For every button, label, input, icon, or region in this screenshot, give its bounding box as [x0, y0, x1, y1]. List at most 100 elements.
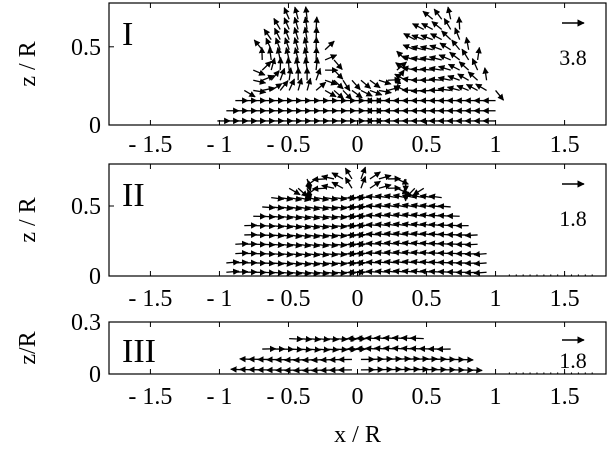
vector-arrow	[253, 78, 267, 85]
vector-arrow	[473, 260, 487, 267]
vector-arrow	[253, 88, 267, 95]
axes-frame	[108, 321, 607, 375]
vector-arrow	[396, 178, 409, 185]
y-tick-label: 0	[89, 264, 101, 290]
baseline-dot	[529, 274, 531, 276]
baseline-dot	[508, 274, 510, 276]
vector-arrow	[311, 176, 326, 183]
vector-arrow	[298, 223, 312, 230]
x-tick-label: 1	[490, 132, 502, 158]
x-tick-label: 1	[490, 286, 502, 312]
y-tick-label: 0.5	[71, 35, 101, 61]
vector-arrow	[271, 250, 285, 258]
vector-arrow	[315, 232, 330, 240]
vector-arrow	[333, 250, 348, 258]
vector-arrow	[303, 6, 310, 20]
vector-arrow	[396, 187, 409, 195]
vector-arrow	[464, 36, 471, 50]
vector-arrow	[324, 251, 339, 258]
vector-arrow	[437, 203, 451, 210]
vector-arrow	[289, 223, 303, 230]
vector-arrow	[360, 166, 367, 180]
baseline-dot	[529, 372, 531, 374]
baseline-dot	[543, 372, 545, 374]
baseline-dot	[522, 274, 524, 276]
axes-frame	[108, 2, 607, 126]
x-tick-label: - 1.5	[128, 384, 172, 410]
vector-arrow	[457, 73, 469, 81]
vector-arrow	[261, 60, 272, 71]
vector-arrow	[439, 42, 452, 51]
vector-arrow	[430, 33, 443, 41]
vector-arrow	[296, 77, 304, 91]
vector-arrow	[342, 79, 351, 92]
vector-arrow	[283, 37, 291, 50]
baseline-dot	[550, 274, 552, 276]
vector-arrow	[298, 269, 312, 277]
vector-arrow	[263, 28, 272, 40]
vector-arrow	[288, 187, 301, 196]
panel-label: I	[122, 16, 133, 53]
vector-arrow	[422, 10, 434, 20]
vector-arrow	[315, 195, 330, 203]
vector-arrow	[465, 83, 478, 92]
vector-arrow	[475, 83, 487, 91]
vector-arrow	[289, 195, 303, 203]
vector-arrow	[333, 195, 348, 202]
baseline-dot	[577, 274, 579, 276]
vector-arrow	[307, 269, 321, 277]
vector-arrow	[315, 241, 330, 249]
x-tick-label: 1.5	[550, 286, 580, 312]
vector-arrow	[306, 214, 321, 221]
baseline-dot	[550, 372, 552, 374]
baseline-dot	[563, 372, 566, 374]
vector-arrow	[280, 204, 294, 212]
vector-arrow	[305, 77, 313, 91]
vector-arrow	[274, 37, 281, 50]
x-axis-label: x / R	[334, 422, 381, 448]
vector-arrow	[333, 204, 348, 211]
scale-value: 1.8	[559, 348, 587, 373]
x-tick-label: 0.5	[412, 384, 442, 410]
vector-arrow	[333, 223, 348, 230]
vector-arrow	[271, 204, 285, 211]
vector-arrow	[468, 366, 483, 374]
baseline-dot	[536, 372, 538, 374]
vector-arrow	[333, 79, 344, 90]
x-tick-label: 1	[490, 384, 502, 410]
baseline-dot	[584, 372, 586, 374]
vector-arrow	[316, 260, 330, 267]
baseline-dot	[570, 274, 573, 276]
vector-arrow	[302, 16, 310, 30]
vector-arrow	[331, 181, 344, 189]
vector-arrow	[311, 185, 326, 192]
vector-arrow	[289, 269, 303, 277]
vector-arrow	[378, 88, 392, 95]
vector-arrow	[275, 46, 283, 61]
vector-arrow	[387, 76, 402, 84]
vector-arrow	[283, 7, 290, 20]
vector-arrow	[369, 79, 381, 89]
vector-arrow	[412, 187, 425, 196]
baseline-dot	[543, 274, 545, 276]
panel-II: - 1.5 - 1 - 0.5 0 0.5 1 1.5 0 0.5 z / R II 1.8	[15, 163, 607, 312]
baseline-dot	[563, 274, 566, 276]
vector-arrow	[315, 81, 327, 91]
vector-arrow	[298, 260, 312, 268]
baseline-dot	[515, 274, 517, 276]
vector-arrow	[267, 46, 274, 61]
x-tick-label: - 1	[206, 286, 232, 312]
vector-arrow	[298, 204, 312, 212]
vector-arrow	[461, 48, 470, 61]
vector-arrow	[271, 213, 285, 221]
vector-arrow	[313, 16, 320, 30]
vector-arrow	[324, 40, 335, 51]
vector-arrow	[313, 56, 321, 71]
vector-arrow	[262, 85, 276, 93]
vector-arrow	[306, 204, 321, 212]
vector-arrow	[293, 16, 300, 30]
x-tick-label: - 1	[206, 384, 232, 410]
vector-arrow	[451, 39, 461, 51]
vector-arrow	[302, 26, 310, 40]
vector-arrow	[369, 171, 381, 180]
